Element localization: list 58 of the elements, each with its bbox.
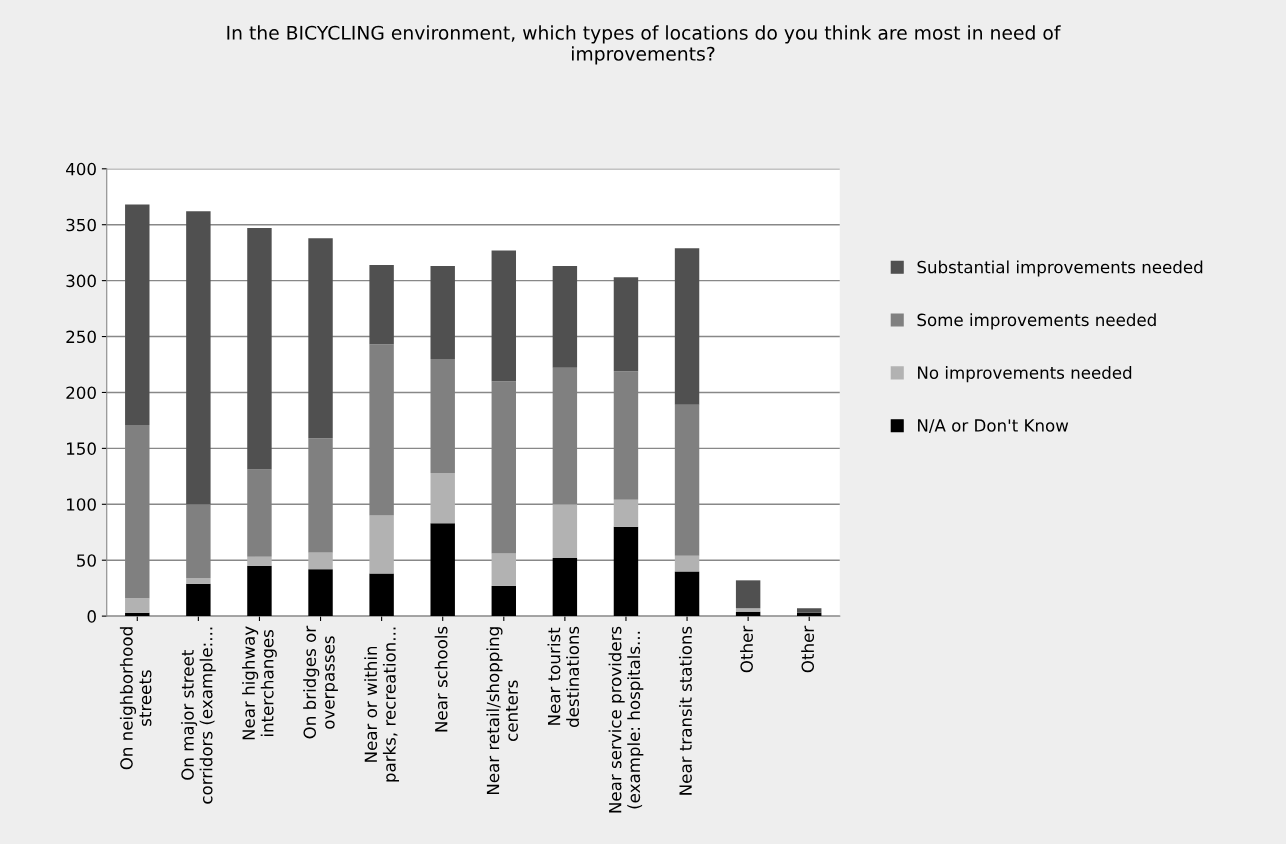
bar [491, 585, 517, 617]
bar [674, 248, 700, 405]
bar [369, 264, 394, 345]
bar [430, 472, 455, 524]
bar [430, 266, 455, 359]
bar [247, 228, 272, 470]
bar [491, 250, 517, 382]
legend-label: N/A or Don't Know [918, 419, 1069, 434]
bar [430, 523, 455, 617]
y-tick-label: 250 [66, 330, 96, 344]
y-tick-label: 0 [87, 610, 96, 623]
x-tick-label: Other [801, 625, 815, 673]
bar [491, 553, 517, 586]
y-tick-label: 150 [67, 442, 96, 455]
bar [369, 515, 394, 574]
x-tick-label: Near schools [434, 626, 448, 732]
bar [308, 569, 333, 617]
bar [308, 552, 333, 570]
y-tick-label: 200 [66, 386, 96, 400]
bar [186, 211, 211, 505]
bar [247, 556, 272, 566]
chart-title: In the BICYCLING environment, which types of locations do you think are most in need of improvements? [227, 25, 1061, 65]
y-tick-label: 300 [66, 274, 96, 288]
x-tick-label: Near tourist destinations [547, 626, 580, 727]
bar [369, 573, 394, 617]
x-tick-label: Near or within parks, recreation... [364, 627, 400, 782]
bar [613, 277, 639, 372]
bar [797, 608, 822, 613]
y-tick-label: 50 [77, 554, 96, 567]
bar [125, 204, 150, 425]
x-tick-label: On major street corridors (example:... [180, 627, 216, 804]
x-tick-label: Near transit stations [678, 626, 692, 795]
bar [674, 571, 700, 617]
x-tick-label: Near highway interchanges [242, 626, 277, 740]
x-tick-label: On bridges or overpasses [303, 625, 338, 739]
bar [552, 266, 578, 368]
bar [552, 557, 578, 617]
y-tick-label: 100 [67, 498, 96, 511]
legend-label: Substantial improvements needed [917, 260, 1203, 277]
legend-label: Some improvements needed [917, 313, 1156, 330]
x-tick-label: Near retail/shopping centers [486, 627, 518, 795]
bar [186, 583, 211, 617]
bar [613, 499, 639, 527]
bar [186, 578, 211, 584]
legend-label: No improvements needed [918, 366, 1132, 383]
bar [674, 555, 700, 572]
bar [247, 565, 272, 617]
bar [125, 598, 150, 613]
bar [308, 238, 333, 439]
bar [735, 608, 761, 612]
bar [735, 580, 761, 609]
bar [552, 504, 578, 558]
bar [613, 526, 639, 617]
x-tick-label: Near service providers (example: hospitals... [608, 626, 644, 813]
x-tick-label: On neighborhood streets [119, 627, 152, 770]
y-tick-label: 350 [66, 218, 96, 232]
y-tick-label: 400 [66, 162, 96, 176]
x-tick-label: Other [740, 625, 753, 673]
